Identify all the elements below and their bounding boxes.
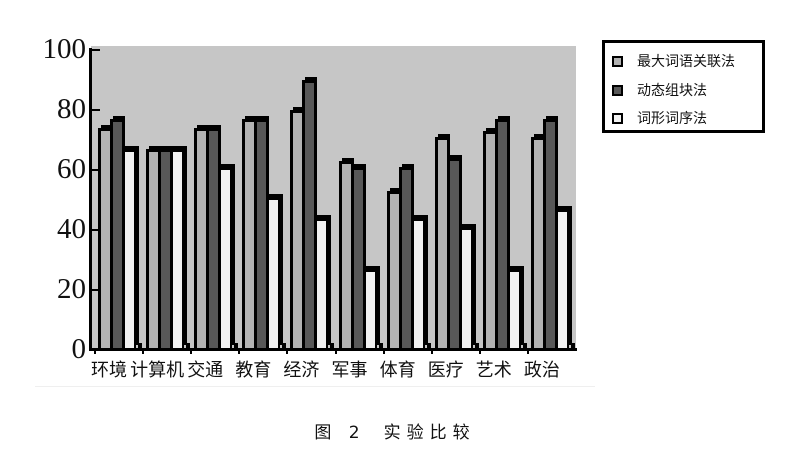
legend-swatch-series-1 [612, 55, 623, 67]
bar-series-3 [410, 218, 425, 348]
y-axis [89, 48, 92, 351]
x-category-label: 艺术 [475, 360, 512, 381]
bar-series-1 [530, 137, 543, 348]
x-category-label: 经济 [283, 360, 320, 381]
figure-caption: 图 2 实验比较 [0, 421, 790, 445]
x-category-label: 环境 [91, 360, 127, 381]
bar-depth-stub [186, 343, 191, 348]
legend-item-series-1: 最大词语关联法 [612, 51, 735, 71]
bar-series-3 [122, 149, 136, 348]
bar-depth-stub [378, 343, 383, 348]
legend-label: 动态组块法 [637, 83, 707, 99]
y-tick-mark [92, 109, 100, 111]
legend-swatch-series-2 [612, 84, 623, 96]
x-tick-mark [430, 350, 433, 354]
y-tick-label: 100 [42, 33, 87, 65]
x-tick-mark [142, 350, 145, 354]
bar-series-1 [338, 161, 351, 348]
bar-series-2 [206, 128, 219, 348]
x-tick-mark [190, 350, 193, 354]
x-category-label: 教育 [235, 360, 272, 381]
y-tick-label: 40 [57, 213, 86, 245]
y-tick-mark [92, 289, 100, 291]
x-category-label: 政治 [523, 360, 560, 381]
bar-series-3 [554, 209, 569, 348]
bar-series-2 [302, 80, 315, 348]
bar-series-1 [146, 149, 159, 348]
x-category-label: 交通 [187, 360, 224, 381]
y-tick-label: 80 [57, 93, 86, 125]
x-category-label: 体育 [379, 360, 416, 381]
y-tick-mark [92, 49, 100, 51]
y-tick-label: 20 [57, 273, 86, 305]
bar-series-3 [458, 227, 473, 348]
bar-series-1 [98, 128, 110, 348]
bar-depth-stub [522, 343, 527, 348]
x-tick-mark [334, 350, 337, 354]
bar-depth-stub [570, 343, 575, 348]
bar-depth-stub [282, 343, 287, 348]
legend-item-series-2: 动态组块法 [612, 80, 707, 100]
caption-title: 实验比较 [383, 423, 476, 443]
bar-series-3 [218, 167, 233, 348]
bar-series-1 [242, 119, 255, 348]
bar-series-1 [290, 110, 303, 348]
bar-depth-stub [234, 343, 239, 348]
legend-label: 最大词语关联法 [637, 54, 735, 70]
bar-series-3 [506, 269, 521, 348]
bar-series-3 [362, 269, 377, 348]
bar-series-2 [350, 167, 363, 348]
legend: 最大词语关联法 动态组块法 词形词序法 [602, 40, 765, 133]
bar-series-2 [542, 119, 555, 348]
bar-series-2 [110, 119, 122, 348]
bar-series-3 [170, 149, 185, 348]
bar-series-2 [446, 158, 459, 348]
bar-series-3 [266, 197, 281, 348]
x-tick-mark [238, 350, 241, 354]
bar-depth-stub [330, 343, 335, 348]
bar-series-1 [434, 137, 447, 348]
bar-series-1 [482, 131, 495, 348]
x-category-label: 计算机 [130, 360, 185, 381]
y-tick-mark [92, 229, 100, 231]
bar-series-2 [494, 119, 507, 348]
bar-depth-stub [138, 343, 142, 348]
y-tick-label: 0 [71, 333, 87, 365]
y-tick-mark [92, 169, 100, 171]
x-tick-mark [94, 350, 96, 354]
bar-depth-stub [474, 343, 479, 348]
bar-series-2 [254, 119, 267, 348]
legend-swatch-series-3 [612, 112, 623, 124]
bar-series-3 [314, 218, 329, 348]
x-tick-mark [382, 350, 385, 354]
y-tick-mark [92, 349, 100, 351]
x-tick-mark [478, 350, 481, 354]
x-category-label: 医疗 [427, 360, 464, 381]
x-tick-mark [286, 350, 289, 354]
bar-series-1 [386, 191, 399, 348]
chart-frame-line [35, 386, 595, 387]
x-axis [89, 348, 577, 351]
bar-depth-stub [426, 343, 431, 348]
legend-label: 词形词序法 [637, 111, 707, 127]
y-tick-label: 60 [57, 153, 86, 185]
x-tick-mark [526, 350, 529, 354]
bar-series-2 [398, 167, 411, 348]
bar-series-1 [194, 128, 207, 348]
legend-item-series-3: 词形词序法 [612, 108, 707, 128]
caption-label: 图 2 [314, 423, 366, 443]
bar-series-2 [158, 149, 171, 348]
x-category-label: 军事 [331, 360, 368, 381]
